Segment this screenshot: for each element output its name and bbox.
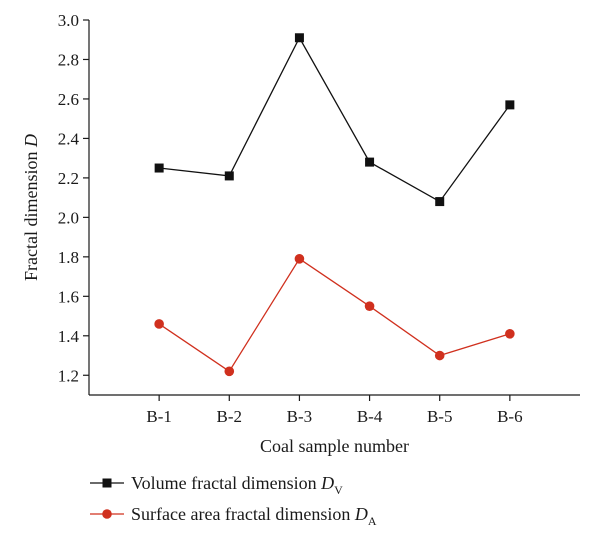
series-line bbox=[158, 257, 511, 373]
data-point bbox=[294, 33, 304, 43]
series-1 bbox=[154, 33, 515, 207]
x-tick-label: B-1 bbox=[146, 407, 172, 426]
y-tick-label: 1.4 bbox=[58, 327, 80, 346]
legend-item: Volume fractal dimension DV bbox=[90, 473, 343, 497]
y-tick-label: 3.0 bbox=[58, 11, 79, 30]
x-axis-title: Coal sample number bbox=[260, 436, 409, 456]
data-point bbox=[224, 171, 234, 181]
axes bbox=[88, 20, 580, 396]
x-tick-label: B-5 bbox=[427, 407, 453, 426]
y-tick-label: 1.2 bbox=[58, 366, 79, 385]
series-line bbox=[159, 36, 511, 203]
series-2 bbox=[154, 254, 515, 377]
data-point bbox=[505, 329, 515, 339]
x-tick-label: B-6 bbox=[497, 407, 523, 426]
data-point bbox=[154, 163, 164, 173]
y-tick-label: 1.8 bbox=[58, 248, 79, 267]
y-tick-label: 2.2 bbox=[58, 169, 79, 188]
y-tick-label: 1.6 bbox=[58, 287, 79, 306]
y-axis-title-variable: D bbox=[21, 134, 41, 148]
legend-marker bbox=[102, 509, 112, 519]
data-point bbox=[435, 197, 445, 207]
data-point bbox=[505, 100, 515, 110]
legend-marker bbox=[102, 478, 112, 488]
data-point bbox=[365, 157, 375, 167]
legend-label: Volume fractal dimension DV bbox=[131, 473, 343, 497]
legend: Volume fractal dimension DV Surface area … bbox=[90, 473, 377, 528]
data-point bbox=[434, 350, 445, 361]
data-point bbox=[224, 366, 235, 377]
data-point bbox=[154, 319, 164, 329]
x-tick-label: B-2 bbox=[217, 407, 243, 426]
y-axis-title-text: Fractal dimension bbox=[21, 147, 41, 281]
data-point bbox=[294, 254, 305, 264]
y-axis-ticks: 1.2 1.4 1.6 1.8 2.0 2.2 2.4 2.6 2.8 3.0 bbox=[58, 11, 89, 385]
y-tick-label: 2.4 bbox=[58, 129, 80, 148]
y-tick-label: 2.0 bbox=[58, 208, 79, 227]
x-tick-label: B-4 bbox=[357, 407, 383, 426]
legend-item: Surface area fractal dimension DA bbox=[90, 504, 377, 528]
y-tick-label: 2.6 bbox=[58, 90, 79, 109]
x-axis-ticks: B-1 B-2 B-3 B-4 B-5 B-6 bbox=[146, 395, 523, 426]
data-point bbox=[364, 301, 375, 311]
legend-label: Surface area fractal dimension DA bbox=[131, 504, 377, 528]
x-tick-label: B-3 bbox=[287, 407, 313, 426]
y-axis-title: Fractal dimension D bbox=[21, 134, 41, 281]
y-tick-label: 2.8 bbox=[58, 50, 79, 69]
series-layer bbox=[154, 33, 515, 377]
